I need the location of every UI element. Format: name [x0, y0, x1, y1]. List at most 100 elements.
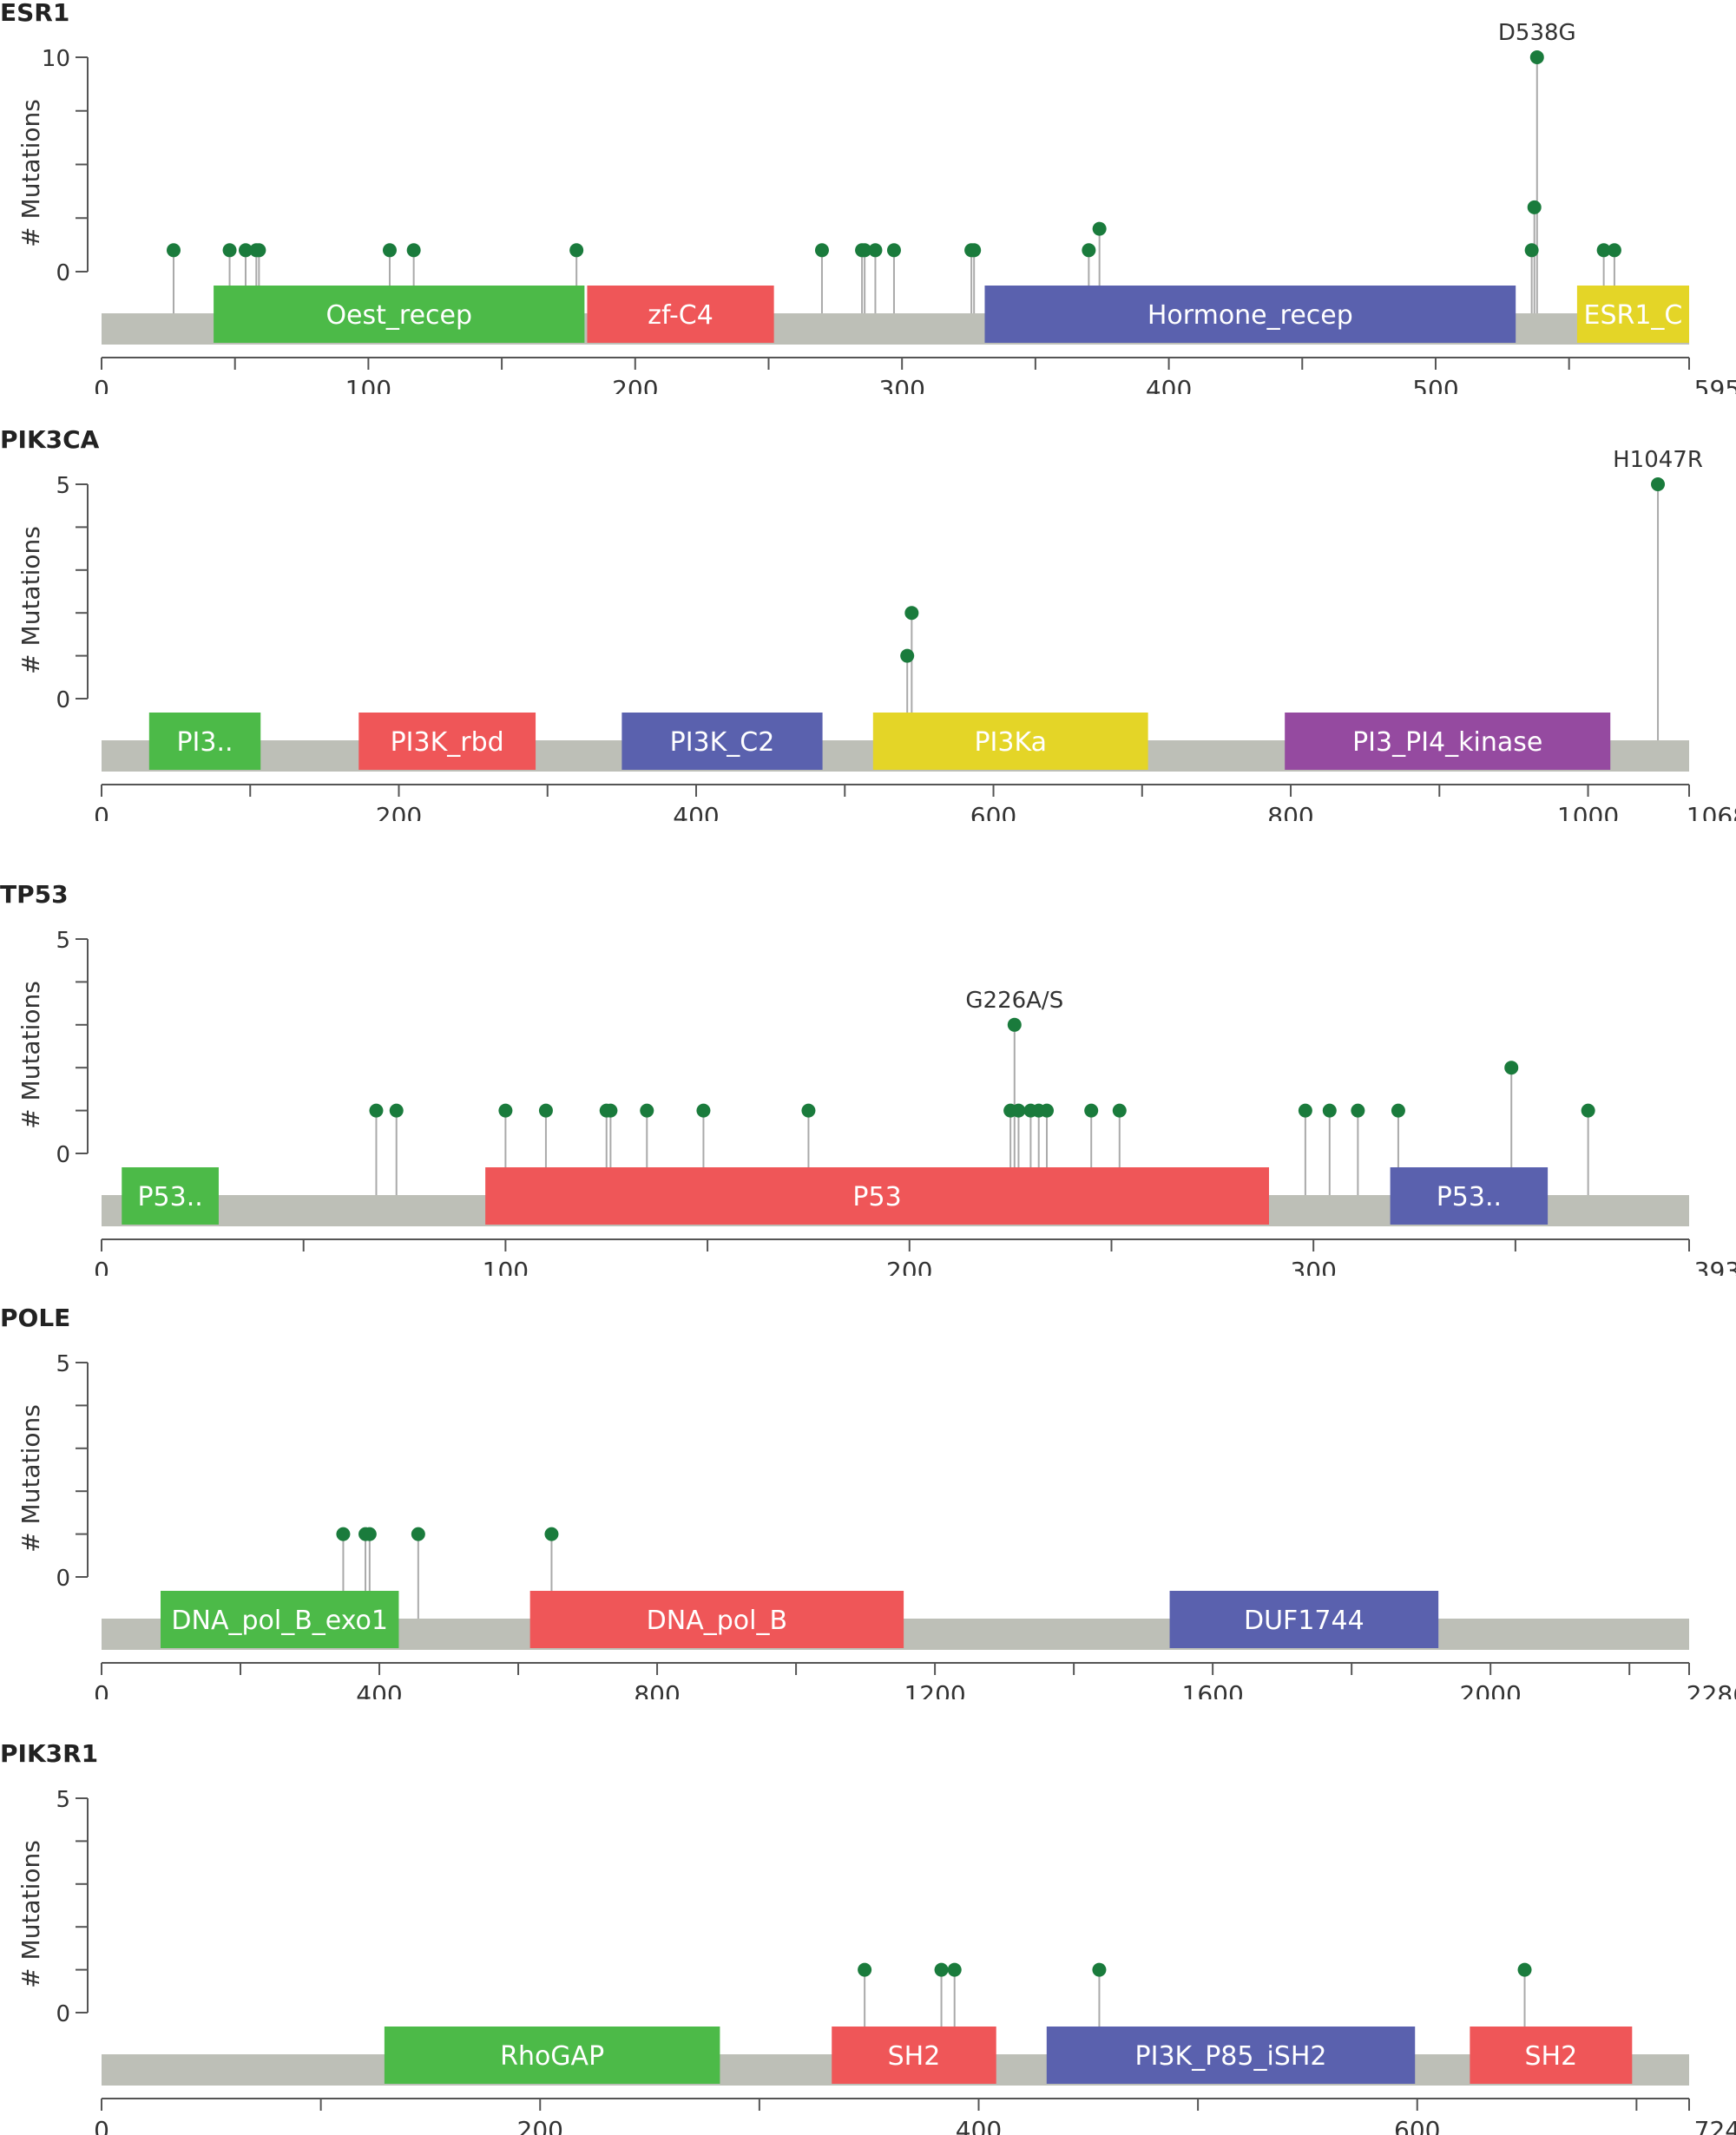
mutation-head[interactable]	[1298, 1103, 1312, 1118]
mutation-head[interactable]	[406, 243, 421, 258]
domain-duf1744[interactable]: DUF1744	[1169, 1591, 1439, 1648]
domain-rhogap[interactable]: RhoGAP	[384, 2027, 720, 2084]
mutation-head[interactable]	[369, 1103, 384, 1118]
lollipop-plot: # Mutations 0 5 RhoGAP SH2 PI3K_P85_iSH2 SH2 0 2…	[16, 1787, 1736, 2135]
domain-label: DUF1744	[1244, 1606, 1364, 1636]
mutation-head[interactable]	[1322, 1103, 1337, 1118]
mutation-head[interactable]	[1581, 1103, 1595, 1118]
mutation-head[interactable]	[814, 243, 829, 258]
mutation-head[interactable]	[389, 1103, 404, 1118]
y-tick-label: 5	[56, 1351, 70, 1377]
mutation-head[interactable]	[1596, 243, 1611, 258]
mutation-label: D538G	[1498, 20, 1576, 46]
gene-title: TP53	[0, 880, 69, 909]
y-tick-label: 0	[56, 1142, 70, 1168]
y-axis-label: # Mutations	[16, 1404, 45, 1553]
mutation-head[interactable]	[1529, 50, 1544, 64]
x-tick-label: 400	[1146, 375, 1192, 394]
x-tick-label: 800	[634, 1680, 680, 1699]
mutation-head[interactable]	[411, 1527, 425, 1541]
domain-esr1-c[interactable]: ESR1_C	[1576, 286, 1689, 343]
mutation-head[interactable]	[1607, 243, 1621, 258]
mutation-head[interactable]	[1112, 1103, 1127, 1118]
x-tick-label: 600	[1394, 2116, 1440, 2135]
domain-pi3k-rbd[interactable]: PI3K_rbd	[358, 713, 536, 770]
mutation-head[interactable]	[1084, 1103, 1099, 1118]
mutation-head[interactable]	[1092, 221, 1107, 236]
mutation-head[interactable]	[1651, 477, 1666, 491]
mutation-head[interactable]	[858, 1962, 872, 1977]
lollipop-plot: # Mutations 0 5 DNA_pol_B_exo1 DNA_pol_B DUF1…	[16, 1351, 1736, 1699]
mutation-head[interactable]	[222, 243, 237, 258]
mutation-head[interactable]	[886, 243, 901, 258]
domain-dna-pol-b-exo1[interactable]: DNA_pol_B_exo1	[161, 1591, 399, 1648]
domain-label: PI3_PI4_kinase	[1352, 727, 1542, 758]
domain-p53-[interactable]: P53..	[1390, 1167, 1549, 1225]
mutation-head[interactable]	[934, 1962, 949, 1977]
mutation-head[interactable]	[900, 648, 915, 663]
mutation-head[interactable]	[569, 243, 584, 258]
x-end-label: 393 aa	[1694, 1257, 1736, 1276]
mutation-head[interactable]	[1524, 243, 1539, 258]
mutation-head[interactable]	[1504, 1061, 1519, 1075]
mutation-head[interactable]	[362, 1527, 377, 1541]
mutation-head[interactable]	[640, 1103, 654, 1118]
mutation-head[interactable]	[1517, 1962, 1532, 1977]
gene-panel-pole: POLE # Mutations 0 5 DNA_pol_B_exo1 DNA_pol_B…	[0, 1304, 1736, 1699]
mutation-head[interactable]	[696, 1103, 711, 1118]
domain-oest-recep[interactable]: Oest_recep	[214, 286, 585, 343]
mutation-head[interactable]	[1351, 1103, 1365, 1118]
gene-title: PIK3R1	[0, 1739, 99, 1768]
y-tick-label: 0	[56, 2001, 70, 2027]
mutation-head[interactable]	[1007, 1017, 1022, 1032]
mutation-head[interactable]	[544, 1527, 559, 1541]
domain-pi3ka[interactable]: PI3Ka	[872, 713, 1148, 770]
x-tick-label: 1600	[1182, 1680, 1244, 1699]
mutation-head[interactable]	[858, 243, 872, 258]
y-tick-label: 5	[56, 928, 70, 954]
domain-pi3-pi4-kinase[interactable]: PI3_PI4_kinase	[1285, 713, 1611, 770]
mutation-head[interactable]	[1527, 200, 1542, 214]
domain-dna-pol-b[interactable]: DNA_pol_B	[529, 1591, 904, 1648]
mutation-head[interactable]	[1092, 1962, 1107, 1977]
y-tick-label: 0	[56, 687, 70, 713]
y-tick-label: 0	[56, 260, 70, 286]
mutation-head[interactable]	[238, 243, 253, 258]
domain-pi3k-p85-ish2[interactable]: PI3K_P85_iSH2	[1046, 2027, 1416, 2084]
y-tick-label: 10	[42, 46, 70, 72]
x-tick-label: 200	[886, 1257, 932, 1276]
domain-label: P53..	[1437, 1182, 1502, 1212]
mutation-head[interactable]	[904, 606, 919, 621]
mutation-head[interactable]	[1391, 1103, 1405, 1118]
x-tick-label: 0	[94, 1680, 109, 1699]
domain-pi3-[interactable]: PI3..	[148, 713, 261, 770]
mutation-head[interactable]	[868, 243, 883, 258]
mutation-head[interactable]	[538, 1103, 553, 1118]
domain-sh2[interactable]: SH2	[1470, 2027, 1633, 2084]
domain-p53-[interactable]: P53..	[122, 1167, 219, 1225]
domain-label: SH2	[1524, 2041, 1577, 2072]
x-end-label: 1068 aa	[1687, 802, 1736, 821]
x-end-label: 2286 aa	[1687, 1680, 1736, 1699]
x-tick-label: 300	[878, 375, 924, 394]
mutation-head[interactable]	[947, 1962, 962, 1977]
mutation-head[interactable]	[166, 243, 181, 258]
domain-p53[interactable]: P53	[485, 1167, 1269, 1225]
x-end-label: 595 aa	[1694, 375, 1736, 394]
domain-sh2[interactable]: SH2	[832, 2027, 996, 2084]
mutation-head[interactable]	[382, 243, 397, 258]
domain-zf-c4[interactable]: zf-C4	[587, 286, 774, 343]
mutation-head[interactable]	[801, 1103, 816, 1118]
gene-title: ESR1	[0, 0, 70, 27]
domain-pi3k-c2[interactable]: PI3K_C2	[621, 713, 823, 770]
mutation-head[interactable]	[1011, 1103, 1026, 1118]
mutation-head[interactable]	[967, 243, 982, 258]
mutation-head[interactable]	[336, 1527, 351, 1541]
mutation-head[interactable]	[498, 1103, 513, 1118]
mutation-head[interactable]	[1040, 1103, 1055, 1118]
domain-hormone-recep[interactable]: Hormone_recep	[984, 286, 1516, 343]
mutation-head[interactable]	[252, 243, 266, 258]
domain-label: Hormone_recep	[1147, 300, 1353, 331]
mutation-head[interactable]	[1082, 243, 1096, 258]
mutation-head[interactable]	[603, 1103, 618, 1118]
